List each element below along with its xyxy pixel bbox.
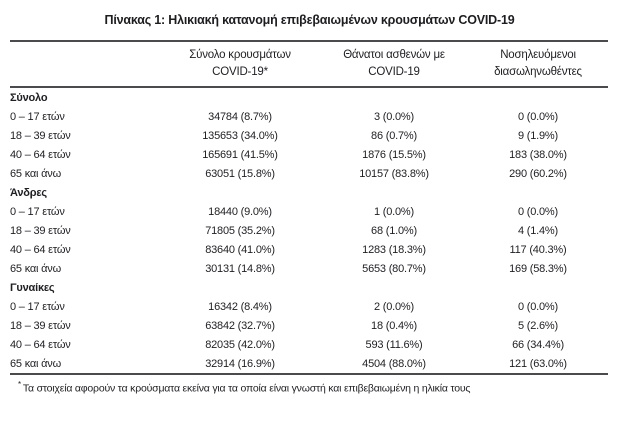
column-header-intubated-line1: Νοσηλευόμενοι bbox=[500, 49, 576, 61]
intubated-cell: 4 (1.4%) bbox=[518, 224, 558, 237]
age-cell: 65 και άνω bbox=[10, 357, 61, 370]
column-header-cases: Σύνολο κρουσμάτων COVID-19* bbox=[160, 41, 320, 89]
table-header: Σύνολο κρουσμάτων COVID-19* Θάνατοι ασθε… bbox=[10, 41, 608, 89]
column-header-empty bbox=[10, 41, 160, 89]
age-cell: 18 – 39 ετών bbox=[10, 129, 71, 142]
column-header-deaths-line2: COVID-19 bbox=[368, 65, 420, 78]
table-row: 18 – 39 ετών 63842 (32.7%) 18 (0.4%) 5 (… bbox=[10, 316, 608, 335]
cases-cell: 63842 (32.7%) bbox=[205, 319, 275, 332]
intubated-cell: 183 (38.0%) bbox=[509, 148, 567, 161]
table-row: 65 και άνω 63051 (15.8%) 10157 (83.8%) 2… bbox=[10, 164, 608, 183]
deaths-cell: 3 (0.0%) bbox=[374, 110, 414, 123]
section-header-men: Άνδρες bbox=[10, 183, 608, 202]
deaths-cell: 18 (0.4%) bbox=[371, 319, 417, 332]
age-cell: 18 – 39 ετών bbox=[10, 224, 71, 237]
table-row: 18 – 39 ετών 71805 (35.2%) 68 (1.0%) 4 (… bbox=[10, 221, 608, 240]
cases-cell: 83640 (41.0%) bbox=[205, 243, 275, 256]
deaths-cell: 5653 (80.7%) bbox=[362, 262, 426, 275]
age-cell: 65 και άνω bbox=[10, 167, 61, 180]
intubated-cell: 0 (0.0%) bbox=[518, 300, 558, 313]
age-cell: 40 – 64 ετών bbox=[10, 243, 71, 256]
column-header-deaths: Θάνατοι ασθενών με COVID-19 bbox=[320, 41, 468, 89]
table-row: 65 και άνω 32914 (16.9%) 4504 (88.0%) 12… bbox=[10, 354, 608, 374]
section-label: Γυναίκες bbox=[10, 281, 55, 294]
deaths-cell: 593 (11.6%) bbox=[365, 338, 423, 351]
column-header-intubated-line2: διασωληνωθέντες bbox=[494, 65, 582, 78]
intubated-cell: 5 (2.6%) bbox=[518, 319, 558, 332]
age-cell: 18 – 39 ετών bbox=[10, 319, 71, 332]
age-cell: 40 – 64 ετών bbox=[10, 338, 71, 351]
table-row: 18 – 39 ετών 135653 (34.0%) 86 (0.7%) 9 … bbox=[10, 126, 608, 145]
table-row: 40 – 64 ετών 82035 (42.0%) 593 (11.6%) 6… bbox=[10, 335, 608, 354]
intubated-cell: 0 (0.0%) bbox=[518, 205, 558, 218]
age-cell: 0 – 17 ετών bbox=[10, 300, 65, 313]
age-cell: 40 – 64 ετών bbox=[10, 148, 71, 161]
intubated-cell: 290 (60.2%) bbox=[509, 167, 567, 180]
footnote-marker: * bbox=[18, 380, 21, 390]
covid-age-distribution-table: Σύνολο κρουσμάτων COVID-19* Θάνατοι ασθε… bbox=[10, 40, 608, 376]
cases-cell: 135653 (34.0%) bbox=[202, 129, 278, 142]
age-cell: 0 – 17 ετών bbox=[10, 205, 65, 218]
deaths-cell: 1283 (18.3%) bbox=[362, 243, 426, 256]
deaths-cell: 4504 (88.0%) bbox=[362, 357, 426, 370]
intubated-cell: 66 (34.4%) bbox=[512, 338, 564, 351]
section-header-total: Σύνολο bbox=[10, 87, 608, 107]
section-label: Σύνολο bbox=[10, 91, 48, 104]
header-row: Σύνολο κρουσμάτων COVID-19* Θάνατοι ασθε… bbox=[10, 41, 608, 89]
intubated-cell: 0 (0.0%) bbox=[518, 110, 558, 123]
table-row: 65 και άνω 30131 (14.8%) 5653 (80.7%) 16… bbox=[10, 259, 608, 278]
deaths-cell: 2 (0.0%) bbox=[374, 300, 414, 313]
section-header-women: Γυναίκες bbox=[10, 278, 608, 297]
cases-cell: 16342 (8.4%) bbox=[208, 300, 272, 313]
cases-cell: 82035 (42.0%) bbox=[205, 338, 275, 351]
intubated-cell: 117 (40.3%) bbox=[509, 243, 567, 256]
table-row: 0 – 17 ετών 18440 (9.0%) 1 (0.0%) 0 (0.0… bbox=[10, 202, 608, 221]
deaths-cell: 1 (0.0%) bbox=[374, 205, 414, 218]
table-row: 40 – 64 ετών 83640 (41.0%) 1283 (18.3%) … bbox=[10, 240, 608, 259]
deaths-cell: 86 (0.7%) bbox=[371, 129, 417, 142]
table-body: Σύνολο 0 – 17 ετών 34784 (8.7%) 3 (0.0%)… bbox=[10, 87, 608, 374]
cases-cell: 165691 (41.5%) bbox=[202, 148, 278, 161]
intubated-cell: 9 (1.9%) bbox=[518, 129, 558, 142]
column-header-cases-line2: COVID-19* bbox=[212, 65, 268, 78]
deaths-cell: 1876 (15.5%) bbox=[362, 148, 426, 161]
age-cell: 65 και άνω bbox=[10, 262, 61, 275]
age-cell: 0 – 17 ετών bbox=[10, 110, 65, 123]
column-header-cases-line1: Σύνολο κρουσμάτων bbox=[189, 49, 291, 61]
cases-cell: 34784 (8.7%) bbox=[208, 110, 272, 123]
intubated-cell: 121 (63.0%) bbox=[509, 357, 567, 370]
column-header-deaths-line1: Θάνατοι ασθενών με bbox=[343, 49, 445, 61]
page-title: Πίνακας 1: Ηλικιακή κατανομή επιβεβαιωμέ… bbox=[104, 13, 515, 27]
table-row: 40 – 64 ετών 165691 (41.5%) 1876 (15.5%)… bbox=[10, 145, 608, 164]
cases-cell: 30131 (14.8%) bbox=[205, 262, 275, 275]
table-row: 0 – 17 ετών 16342 (8.4%) 2 (0.0%) 0 (0.0… bbox=[10, 297, 608, 316]
cases-cell: 18440 (9.0%) bbox=[208, 205, 272, 218]
footnote: * Τα στοιχεία αφορούν τα κρούσματα εκείνα… bbox=[10, 380, 608, 395]
column-header-intubated: Νοσηλευόμενοι διασωληνωθέντες bbox=[468, 41, 608, 89]
cases-cell: 32914 (16.9%) bbox=[205, 357, 275, 370]
cases-cell: 71805 (35.2%) bbox=[205, 224, 275, 237]
table-row: 0 – 17 ετών 34784 (8.7%) 3 (0.0%) 0 (0.0… bbox=[10, 107, 608, 126]
section-label: Άνδρες bbox=[10, 186, 47, 199]
deaths-cell: 10157 (83.8%) bbox=[359, 167, 429, 180]
cases-cell: 63051 (15.8%) bbox=[205, 167, 275, 180]
footnote-text: Τα στοιχεία αφορούν τα κρούσματα εκείνα … bbox=[22, 382, 471, 395]
intubated-cell: 169 (58.3%) bbox=[509, 262, 567, 275]
deaths-cell: 68 (1.0%) bbox=[371, 224, 417, 237]
